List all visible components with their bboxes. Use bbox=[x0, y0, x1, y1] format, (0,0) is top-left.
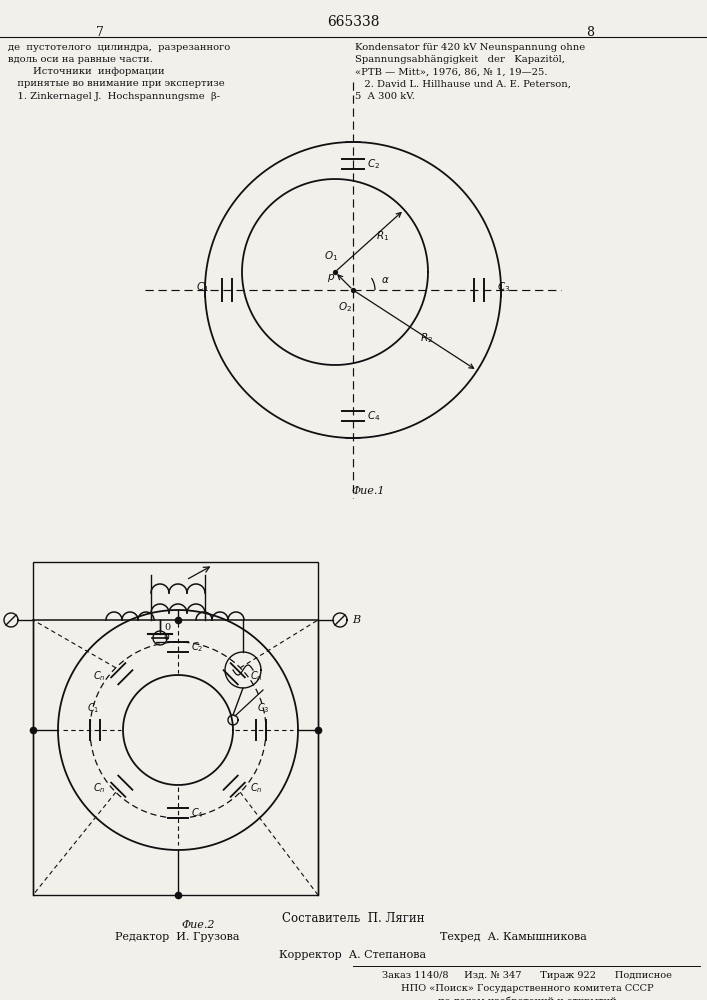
Text: Заказ 1140/8     Изд. № 347      Тираж 922      Подписное: Заказ 1140/8 Изд. № 347 Тираж 922 Подпис… bbox=[382, 971, 672, 980]
Text: $C_n$: $C_n$ bbox=[93, 669, 106, 683]
Text: Kondensator für 420 kV Neunspannung ohne
Spannungsabhängigkeit   der   Kapazitöl: Kondensator für 420 kV Neunspannung ohne… bbox=[355, 43, 585, 101]
Text: $O_1$: $O_1$ bbox=[324, 249, 338, 263]
Text: $C_4$: $C_4$ bbox=[367, 409, 380, 423]
Text: по делам изобретений и открытий: по делам изобретений и открытий bbox=[438, 997, 617, 1000]
Text: Составитель  П. Лягин: Составитель П. Лягин bbox=[281, 912, 424, 925]
Text: $C_n$: $C_n$ bbox=[250, 781, 263, 795]
Text: Техред  А. Камышникова: Техред А. Камышникова bbox=[440, 932, 587, 942]
Text: Корректор  А. Степанова: Корректор А. Степанова bbox=[279, 950, 426, 960]
Text: $C_3$: $C_3$ bbox=[257, 701, 269, 715]
Text: B: B bbox=[352, 615, 360, 625]
Text: $\alpha$: $\alpha$ bbox=[381, 275, 390, 285]
Text: $O_2$: $O_2$ bbox=[338, 300, 352, 314]
Text: $C_4$: $C_4$ bbox=[191, 806, 204, 820]
Text: НПО «Поиск» Государственного комитета СССР: НПО «Поиск» Государственного комитета СС… bbox=[401, 984, 653, 993]
Text: $C_2$: $C_2$ bbox=[191, 640, 204, 654]
Text: 0: 0 bbox=[163, 634, 169, 643]
Text: 7: 7 bbox=[96, 26, 104, 39]
Text: 665338: 665338 bbox=[327, 15, 379, 29]
Text: $p$: $p$ bbox=[327, 272, 335, 284]
Text: Φие.2: Φие.2 bbox=[181, 920, 215, 930]
Text: $C_1$: $C_1$ bbox=[87, 701, 99, 715]
Bar bbox=[33, 562, 318, 895]
Text: 8: 8 bbox=[586, 26, 594, 39]
Text: Φие.1: Φие.1 bbox=[351, 486, 385, 496]
Text: $R_1$: $R_1$ bbox=[375, 229, 389, 243]
Text: $R_2$: $R_2$ bbox=[420, 331, 433, 345]
Text: де  пустотелого  цилиндра,  разрезанного
вдоль оси на равные части.
        Исто: де пустотелого цилиндра, разрезанного вд… bbox=[8, 43, 230, 101]
Text: $C_1$: $C_1$ bbox=[196, 280, 209, 294]
Text: 0: 0 bbox=[164, 624, 170, 633]
Text: $C_2$: $C_2$ bbox=[367, 157, 380, 171]
Text: $C_n$: $C_n$ bbox=[250, 669, 263, 683]
Text: Редактор  И. Грузова: Редактор И. Грузова bbox=[115, 932, 240, 942]
Text: $C_n$: $C_n$ bbox=[93, 781, 106, 795]
Text: $C_3$: $C_3$ bbox=[497, 280, 510, 294]
